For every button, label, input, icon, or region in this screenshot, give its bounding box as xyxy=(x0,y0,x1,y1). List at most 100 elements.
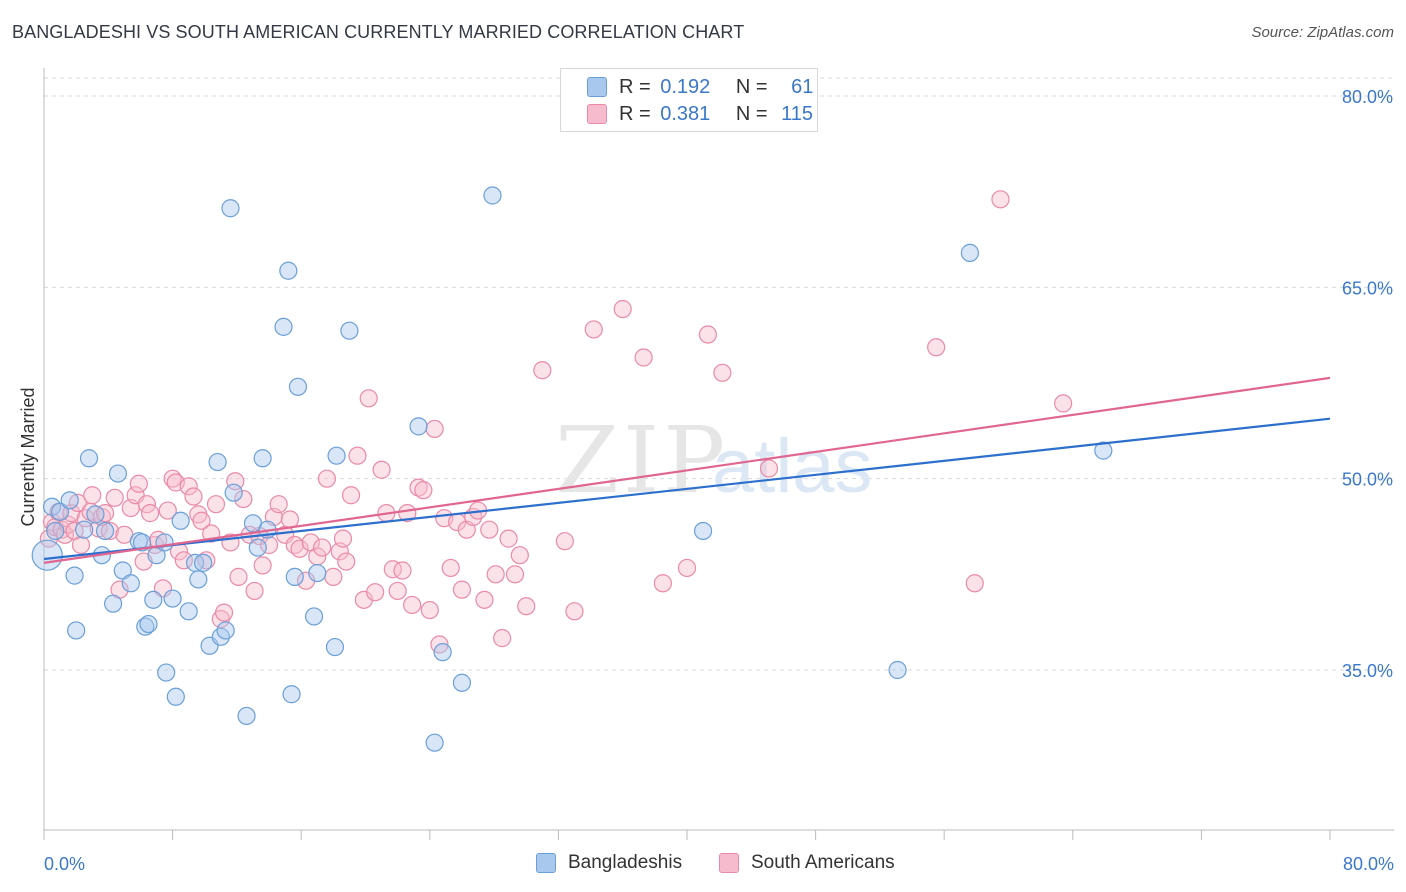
y-tick-label: 65.0% xyxy=(1342,278,1393,298)
bangladeshi-point xyxy=(157,663,176,682)
axes xyxy=(43,68,1394,831)
bangladeshi-point xyxy=(171,511,190,530)
south-american-point xyxy=(698,325,717,344)
south-american-point xyxy=(510,546,529,565)
bangladeshi-point xyxy=(95,521,115,541)
south-american-point xyxy=(991,190,1010,209)
bangladeshi-point xyxy=(452,673,472,692)
south-american-point xyxy=(713,363,732,382)
south-american-point xyxy=(486,565,505,584)
south-american-point xyxy=(337,552,356,571)
bangladeshi-point xyxy=(288,377,308,396)
bangladeshi-point xyxy=(433,643,452,662)
south-american-point xyxy=(366,583,385,602)
south-american-point xyxy=(383,560,402,579)
south-american-point xyxy=(359,389,378,408)
south-american-point xyxy=(613,299,632,319)
south-american-point xyxy=(677,558,697,578)
south-american-point xyxy=(95,504,115,523)
south-american-point xyxy=(584,320,603,339)
bangladeshi-point xyxy=(304,607,324,626)
n-label: N = xyxy=(735,76,768,98)
y-axis-label: Currently Married xyxy=(18,387,38,526)
bangladeshi-point xyxy=(237,706,256,726)
bangladeshi-point xyxy=(136,617,155,636)
south-american-point xyxy=(759,459,779,478)
south-american-point xyxy=(192,511,211,530)
bangladeshi-point xyxy=(60,491,79,510)
bangladeshi-point xyxy=(121,574,140,593)
south-american-swatch xyxy=(587,104,607,124)
source-label: Source: ZipAtlas.com xyxy=(1251,24,1394,41)
bangladeshi-point xyxy=(340,321,359,340)
south-american-points xyxy=(39,190,1073,654)
south-american-point xyxy=(140,504,160,523)
bangladeshi-swatch xyxy=(587,77,607,97)
bangladeshi-point xyxy=(65,566,84,585)
south-american-point xyxy=(372,460,391,479)
south-american-point xyxy=(475,590,494,609)
bangladeshi-point xyxy=(144,590,163,609)
bangladeshi-point xyxy=(693,521,713,541)
south-american-point xyxy=(555,532,574,551)
bangladeshi-point xyxy=(224,483,243,502)
south-american-point xyxy=(197,551,216,570)
south-american-point xyxy=(229,567,248,586)
n-label: N = xyxy=(735,103,768,125)
south-american-point xyxy=(388,581,407,601)
bangladeshi-point xyxy=(163,589,182,608)
south-american-point xyxy=(452,580,472,599)
y-tick-label: 35.0% xyxy=(1342,661,1393,681)
south-american-point xyxy=(409,478,428,497)
y-tick-label: 50.0% xyxy=(1342,470,1393,490)
watermark: ZIP atlas xyxy=(555,407,873,514)
south-american-point xyxy=(505,565,525,584)
south-american-point xyxy=(441,558,460,578)
south-american-point xyxy=(71,535,91,555)
south-american-point xyxy=(158,501,177,520)
south-american-point xyxy=(206,495,226,514)
south-american-point xyxy=(420,600,439,620)
south-american-point xyxy=(174,551,193,570)
south-american-point xyxy=(634,348,653,367)
bangladeshi-point xyxy=(248,538,267,557)
bangladeshi-point xyxy=(279,261,298,280)
south-american-point xyxy=(317,469,337,488)
south-american-point xyxy=(1054,394,1073,413)
bangladeshi-point xyxy=(1094,441,1113,460)
south-american-point xyxy=(184,487,203,506)
bangladeshi-point xyxy=(189,570,208,589)
bangladeshi-point xyxy=(325,637,345,657)
bangladeshi-trend-line xyxy=(43,417,1331,561)
south-american-point xyxy=(290,539,309,558)
south-american-point xyxy=(341,486,361,505)
n-value: 61 xyxy=(791,76,814,98)
south-american-point xyxy=(425,419,444,439)
south-american-point xyxy=(927,338,946,357)
south-american-point xyxy=(403,595,422,615)
r-value: 0.192 xyxy=(660,76,711,98)
stats-legend: R = 0.192 N = 61 R = 0.381 N = 115 xyxy=(560,68,818,132)
south-americans-legend-swatch xyxy=(719,853,739,873)
watermark-atlas: atlas xyxy=(712,424,873,509)
bangladeshi-point xyxy=(108,464,128,483)
bangladeshi-point xyxy=(194,553,213,572)
south-american-point xyxy=(565,602,584,621)
bangladeshi-point xyxy=(139,614,158,634)
bangladeshi-point xyxy=(132,533,152,552)
south-american-point xyxy=(83,486,102,505)
x-tick-label-min: 0.0% xyxy=(44,854,85,874)
bangladeshi-point xyxy=(104,594,123,613)
south-american-point xyxy=(105,488,124,507)
bangladeshi-point xyxy=(483,186,502,205)
r-label: R = xyxy=(619,103,651,125)
bangladeshi-point xyxy=(253,449,272,468)
bangladeshi-point xyxy=(425,733,444,752)
south-american-point xyxy=(269,495,288,514)
south-american-point xyxy=(55,525,74,544)
bangladeshi-point xyxy=(208,452,227,472)
south-american-stats: R = 0.381 N = 115 xyxy=(619,103,813,126)
south-americans-legend-label: South Americans xyxy=(751,852,895,873)
bangladeshi-points xyxy=(31,186,1113,752)
bangladeshi-stats: R = 0.192 N = 61 xyxy=(619,76,813,99)
